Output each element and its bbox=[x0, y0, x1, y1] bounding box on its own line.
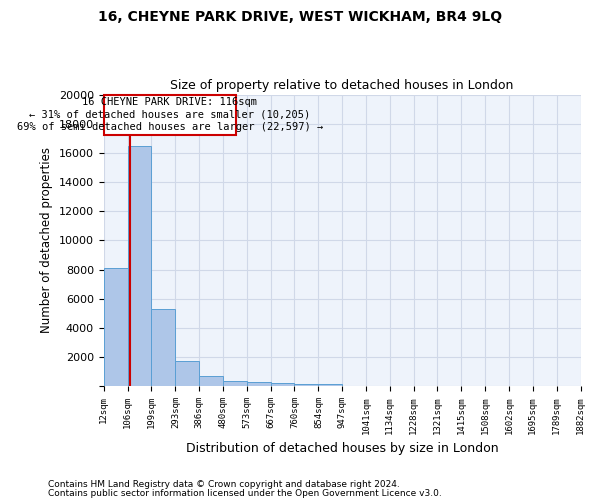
Bar bbox=[319, 384, 342, 386]
Title: Size of property relative to detached houses in London: Size of property relative to detached ho… bbox=[170, 79, 514, 92]
Bar bbox=[151, 309, 175, 386]
Y-axis label: Number of detached properties: Number of detached properties bbox=[40, 148, 53, 334]
Bar bbox=[295, 384, 319, 386]
Text: 69% of semi-detached houses are larger (22,597) →: 69% of semi-detached houses are larger (… bbox=[17, 122, 323, 132]
Bar bbox=[104, 96, 236, 136]
Bar bbox=[271, 384, 295, 386]
Bar bbox=[223, 381, 247, 386]
X-axis label: Distribution of detached houses by size in London: Distribution of detached houses by size … bbox=[186, 442, 499, 455]
Text: 16 CHEYNE PARK DRIVE: 116sqm: 16 CHEYNE PARK DRIVE: 116sqm bbox=[82, 97, 257, 107]
Bar bbox=[247, 382, 271, 386]
Text: Contains public sector information licensed under the Open Government Licence v3: Contains public sector information licen… bbox=[48, 489, 442, 498]
Bar bbox=[175, 361, 199, 386]
Text: Contains HM Land Registry data © Crown copyright and database right 2024.: Contains HM Land Registry data © Crown c… bbox=[48, 480, 400, 489]
Bar bbox=[128, 146, 151, 386]
Text: ← 31% of detached houses are smaller (10,205): ← 31% of detached houses are smaller (10… bbox=[29, 110, 310, 120]
Bar bbox=[104, 268, 128, 386]
Bar bbox=[199, 376, 223, 386]
Text: 16, CHEYNE PARK DRIVE, WEST WICKHAM, BR4 9LQ: 16, CHEYNE PARK DRIVE, WEST WICKHAM, BR4… bbox=[98, 10, 502, 24]
